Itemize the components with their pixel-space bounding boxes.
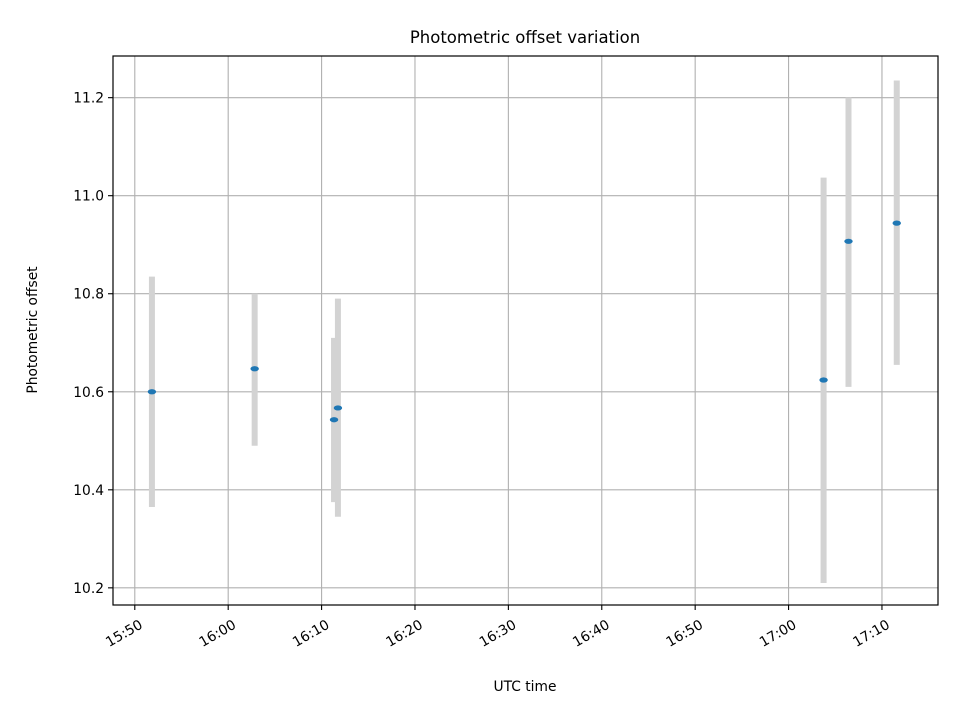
axes-frame <box>112 55 939 606</box>
data-point <box>250 366 259 372</box>
data-point <box>329 417 339 423</box>
y-axis-label: Photometric offset <box>25 266 41 394</box>
data-points <box>147 220 901 423</box>
y-tick-label: 11.2 <box>73 91 104 107</box>
y-tick-label: 10.2 <box>73 581 104 597</box>
data-point <box>147 389 157 395</box>
chart-title: Photometric offset variation <box>410 28 640 47</box>
data-point <box>892 220 901 226</box>
y-tick-label: 10.4 <box>73 483 104 499</box>
data-point <box>819 377 828 383</box>
y-tick-label: 11.0 <box>73 189 104 205</box>
y-tick-label: 10.6 <box>73 385 104 401</box>
data-point <box>333 405 343 411</box>
x-axis-label: UTC time <box>494 679 557 695</box>
grid-lines <box>113 56 938 605</box>
data-point <box>844 238 853 244</box>
y-tick-label: 10.8 <box>73 287 104 303</box>
